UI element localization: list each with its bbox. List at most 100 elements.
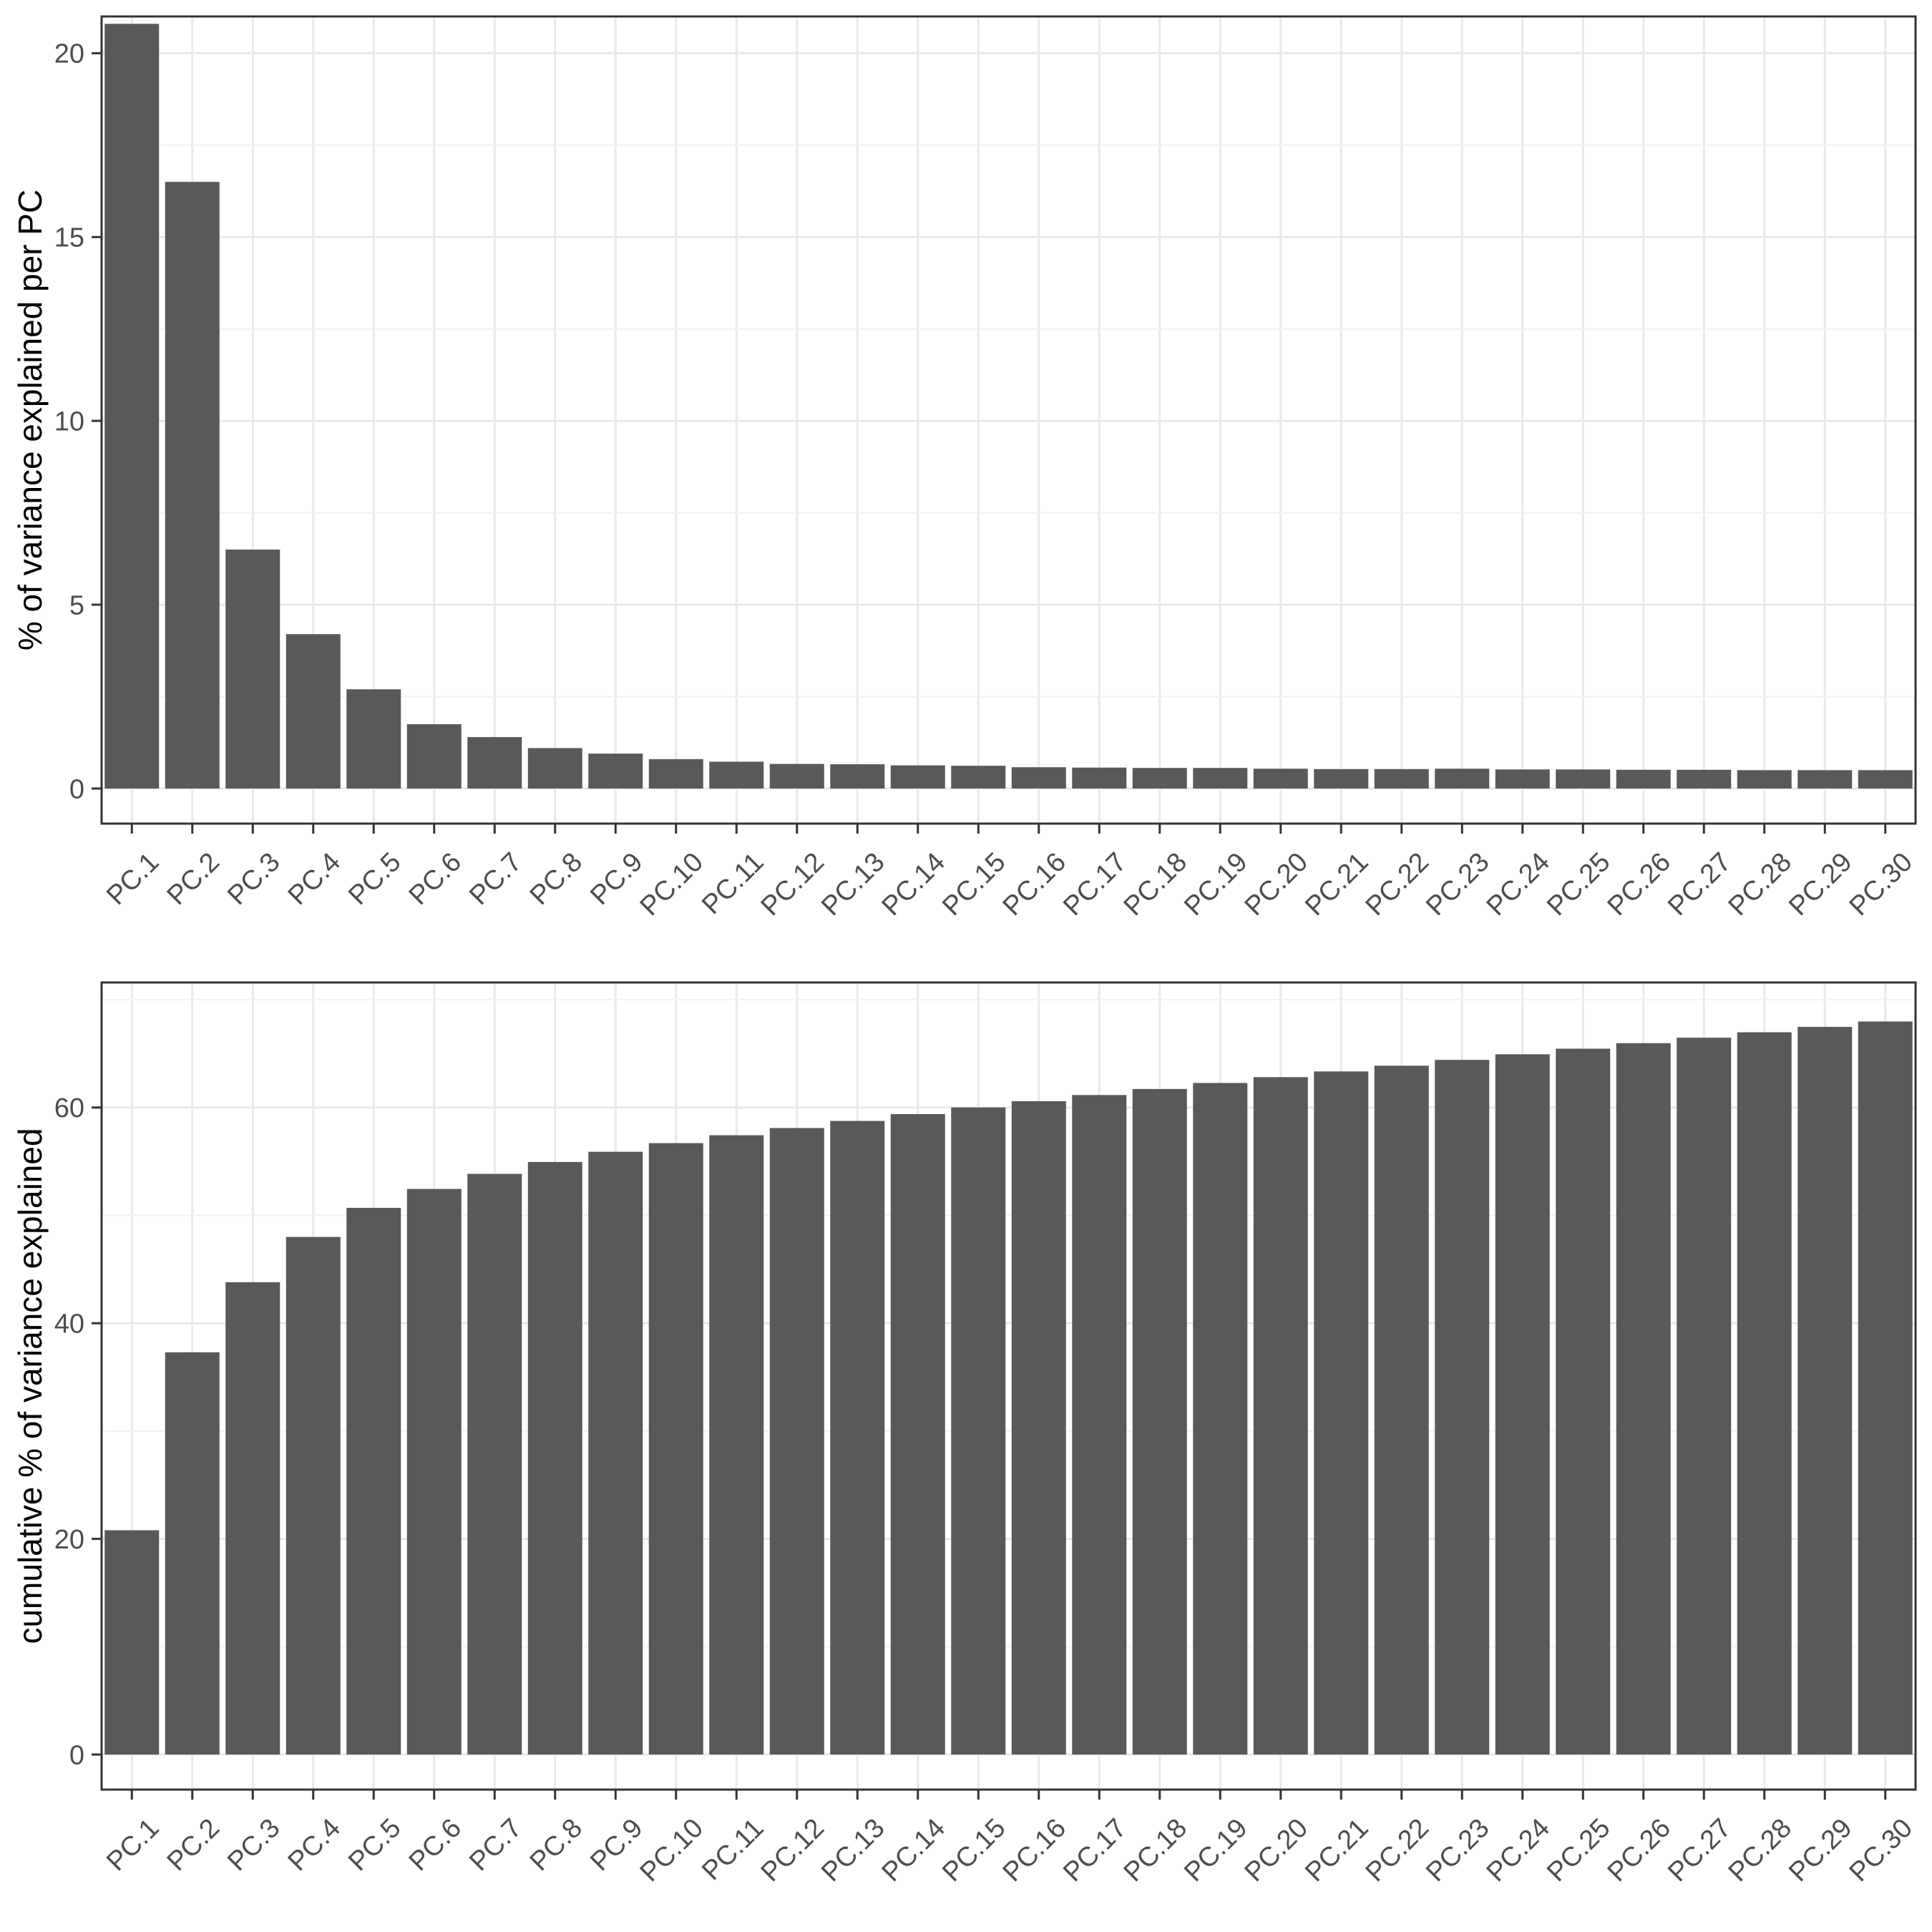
- bar-PC.21: [1314, 769, 1369, 789]
- x-tick-label-PC.19: PC.19: [1179, 847, 1253, 922]
- x-tick-label-PC.29: PC.29: [1783, 847, 1858, 922]
- x-tick-label-PC.12: PC.12: [756, 847, 830, 922]
- panel-background: [102, 982, 1916, 1790]
- x-tick-label-PC.29: PC.29: [1783, 1813, 1858, 1888]
- bar-PC.12: [769, 1128, 824, 1755]
- x-tick-label-PC.20: PC.20: [1239, 1813, 1314, 1888]
- bar-PC.19: [1193, 768, 1248, 789]
- x-tick-label-PC.6: PC.6: [404, 1813, 467, 1877]
- x-tick-label-PC.4: PC.4: [283, 1813, 346, 1877]
- bar-PC.7: [467, 1174, 522, 1755]
- y-tick-label-20: 20: [54, 1525, 84, 1555]
- x-tick-label-PC.1: PC.1: [101, 1813, 165, 1877]
- bar-PC.19: [1193, 1083, 1248, 1755]
- variance-per-pc-chart: 0 5 10 15 20 PC.1PC.2PC.3PC.4PC.5PC.6PC.7PC.8…: [11, 15, 1918, 922]
- x-tick-label-PC.13: PC.13: [816, 847, 890, 922]
- bar-PC.13: [830, 1121, 885, 1755]
- panel-border: [100, 981, 1917, 1791]
- x-tick-label-PC.25: PC.25: [1541, 1813, 1616, 1888]
- bar-PC.26: [1616, 769, 1671, 789]
- bar-PC.27: [1677, 1038, 1732, 1755]
- x-tick-label-PC.15: PC.15: [937, 1813, 1011, 1888]
- bar-PC.20: [1253, 1077, 1308, 1755]
- x-tick-label-PC.24: PC.24: [1481, 847, 1556, 922]
- x-tick-label-PC.30: PC.30: [1844, 1813, 1918, 1888]
- bar-PC.2: [165, 182, 220, 789]
- x-tick-label-PC.1: PC.1: [101, 847, 165, 911]
- x-tick-label-PC.23: PC.23: [1420, 1813, 1495, 1888]
- x-tick-label-PC.16: PC.16: [997, 847, 1072, 922]
- x-tick-label-PC.23: PC.23: [1420, 847, 1495, 922]
- x-tick-label-PC.8: PC.8: [525, 847, 588, 911]
- bar-PC.13: [830, 764, 885, 789]
- x-tick-label-PC.22: PC.22: [1360, 1813, 1435, 1888]
- bar-PC.1: [104, 24, 160, 789]
- bar-PC.21: [1314, 1071, 1369, 1755]
- x-tick-label-PC.21: PC.21: [1299, 847, 1374, 922]
- x-tick-label-PC.11: PC.11: [696, 1813, 769, 1886]
- x-tick-label-PC.10: PC.10: [635, 847, 709, 922]
- bar-PC.11: [709, 761, 764, 789]
- x-tick-label-PC.26: PC.26: [1602, 847, 1677, 922]
- bar-PC.8: [527, 748, 582, 789]
- bar-PC.23: [1435, 769, 1490, 789]
- bar-PC.20: [1253, 769, 1308, 789]
- bar-PC.7: [467, 737, 522, 789]
- y-tick-label-5: 5: [69, 590, 84, 620]
- bar-PC.22: [1374, 1065, 1429, 1755]
- x-tick-label-PC.18: PC.18: [1118, 1813, 1193, 1888]
- bar-PC.29: [1797, 1027, 1853, 1755]
- x-tick-label-PC.5: PC.5: [343, 1813, 406, 1877]
- y-axis-title: cumulative % of variance explained: [11, 1128, 49, 1644]
- bar-PC.3: [225, 1282, 280, 1755]
- bar-PC.9: [588, 1151, 643, 1755]
- x-tick-label-PC.8: PC.8: [525, 1813, 588, 1877]
- x-tick-label-PC.20: PC.20: [1239, 847, 1314, 922]
- bar-PC.4: [286, 634, 341, 789]
- x-tick-label-PC.2: PC.2: [162, 847, 225, 911]
- bar-PC.16: [1011, 1101, 1066, 1755]
- bar-PC.10: [648, 758, 703, 789]
- x-tick-label-PC.3: PC.3: [222, 1813, 286, 1877]
- x-tick-label-PC.16: PC.16: [997, 1813, 1072, 1888]
- x-tick-label-PC.28: PC.28: [1723, 1813, 1797, 1888]
- x-tick-label-PC.17: PC.17: [1058, 847, 1132, 922]
- bar-PC.5: [346, 1207, 401, 1755]
- bar-PC.14: [890, 765, 945, 789]
- x-tick-label-PC.17: PC.17: [1058, 1813, 1132, 1888]
- bar-PC.6: [406, 724, 462, 789]
- bar-PC.15: [951, 766, 1006, 789]
- bar-PC.26: [1616, 1043, 1671, 1755]
- x-tick-label-PC.14: PC.14: [877, 847, 951, 922]
- bar-PC.15: [951, 1107, 1006, 1755]
- x-tick-label-PC.4: PC.4: [283, 847, 346, 911]
- bar-PC.17: [1072, 1095, 1127, 1755]
- x-tick-label-PC.24: PC.24: [1481, 1813, 1556, 1888]
- bar-PC.25: [1556, 1048, 1611, 1755]
- y-tick-label-0: 0: [69, 774, 84, 804]
- bar-PC.14: [890, 1114, 945, 1755]
- x-tick-label-PC.10: PC.10: [635, 1813, 709, 1888]
- bar-PC.10: [648, 1143, 703, 1755]
- y-tick-label-0: 0: [69, 1740, 84, 1770]
- bar-PC.12: [769, 763, 824, 789]
- bar-PC.9: [588, 753, 643, 789]
- x-tick-label-PC.2: PC.2: [162, 1813, 225, 1877]
- bar-PC.29: [1797, 770, 1853, 789]
- y-axis-title: % of variance explained per PC: [11, 190, 49, 650]
- bar-PC.18: [1132, 1088, 1187, 1755]
- x-tick-label-PC.25: PC.25: [1541, 847, 1616, 922]
- y-tick-label-10: 10: [54, 406, 84, 436]
- bar-PC.27: [1677, 769, 1732, 789]
- x-tick-label-PC.5: PC.5: [343, 847, 406, 911]
- bar-PC.4: [286, 1236, 341, 1755]
- x-tick-label-PC.30: PC.30: [1844, 847, 1918, 922]
- x-tick-label-PC.18: PC.18: [1118, 847, 1193, 922]
- bar-PC.24: [1495, 1054, 1550, 1755]
- bar-PC.22: [1374, 769, 1429, 789]
- x-tick-label-PC.13: PC.13: [816, 1813, 890, 1888]
- x-tick-label-PC.11: PC.11: [696, 847, 769, 920]
- bar-PC.30: [1858, 770, 1913, 789]
- bar-PC.28: [1737, 1032, 1792, 1755]
